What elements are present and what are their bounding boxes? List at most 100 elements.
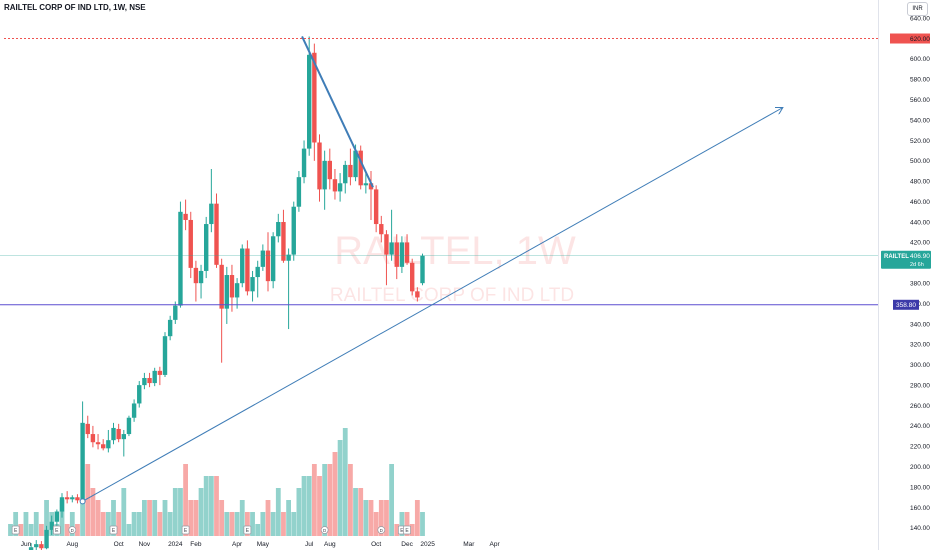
candle bbox=[317, 134, 322, 202]
candle bbox=[70, 495, 75, 503]
volume-bar bbox=[44, 500, 49, 536]
volume-bar bbox=[358, 488, 364, 536]
volume-bar bbox=[28, 524, 34, 536]
price-axis-bg bbox=[879, 0, 932, 550]
candle-body bbox=[173, 305, 178, 320]
volume-bar bbox=[301, 476, 307, 536]
y-tick-label: 580.00 bbox=[910, 77, 930, 84]
candle-body bbox=[214, 203, 219, 265]
candle bbox=[368, 171, 374, 220]
candle bbox=[219, 258, 224, 363]
volume-bar bbox=[327, 464, 333, 536]
volume-bar bbox=[399, 512, 405, 536]
volume-bar bbox=[322, 464, 328, 536]
candle bbox=[121, 429, 126, 457]
candle bbox=[137, 381, 142, 408]
y-tick-label: 460.00 bbox=[910, 199, 930, 206]
volume-bar bbox=[147, 500, 152, 536]
volume-bar bbox=[311, 464, 317, 536]
volume-bar bbox=[270, 512, 276, 536]
support-label: 358.80 bbox=[896, 302, 916, 309]
candle bbox=[147, 372, 152, 388]
last-price-symbol: RAILTEL bbox=[884, 254, 909, 260]
candle-body bbox=[188, 219, 193, 268]
volume-bar bbox=[317, 476, 322, 536]
candle-body bbox=[276, 222, 281, 237]
candle bbox=[265, 232, 271, 292]
volume-bars bbox=[8, 428, 425, 536]
y-tick-label: 500.00 bbox=[910, 158, 930, 165]
candle bbox=[337, 173, 343, 202]
y-tick-label: 420.00 bbox=[910, 240, 930, 247]
candle-body bbox=[198, 270, 204, 284]
volume-bar bbox=[286, 500, 291, 536]
candle-body bbox=[224, 275, 229, 309]
candle-body bbox=[157, 370, 163, 375]
chart-title: RAILTEL CORP OF IND LTD, 1W, NSE bbox=[4, 3, 146, 12]
candle bbox=[260, 244, 266, 271]
candle bbox=[379, 215, 384, 243]
volume-bar bbox=[291, 512, 297, 536]
volume-bar bbox=[13, 512, 19, 536]
volume-bar bbox=[384, 500, 389, 536]
volume-bar bbox=[260, 512, 266, 536]
candle bbox=[281, 209, 286, 263]
y-tick-label: 440.00 bbox=[910, 219, 930, 226]
volume-bar bbox=[183, 464, 188, 536]
x-tick-label: Oct bbox=[114, 541, 124, 548]
x-tick-label: Dec bbox=[401, 541, 413, 548]
candle bbox=[64, 491, 70, 504]
currency-button[interactable]: INR bbox=[907, 2, 928, 16]
candle bbox=[389, 209, 394, 261]
candle-body bbox=[80, 422, 85, 502]
y-tick-label: 520.00 bbox=[910, 138, 930, 145]
watermark: RAILTEL, 1W RAILTEL CORP OF IND LTD bbox=[330, 229, 576, 306]
candle bbox=[95, 434, 101, 450]
candle bbox=[322, 150, 327, 210]
volume-bar bbox=[420, 512, 425, 536]
volume-bar bbox=[152, 500, 158, 536]
candle-body bbox=[162, 336, 168, 375]
volume-bar bbox=[95, 500, 101, 536]
candle bbox=[250, 270, 255, 302]
candle-body bbox=[245, 248, 250, 292]
volume-bar bbox=[255, 524, 261, 536]
volume-bar bbox=[105, 512, 111, 536]
earnings-label: E bbox=[405, 528, 409, 534]
volume-bar bbox=[23, 512, 29, 536]
candle bbox=[142, 372, 147, 390]
candle-body bbox=[85, 423, 90, 435]
candle bbox=[28, 543, 34, 550]
x-tick-label: Jun bbox=[21, 541, 32, 548]
candle bbox=[85, 415, 90, 439]
candle bbox=[204, 216, 209, 279]
volume-bar bbox=[167, 512, 173, 536]
candle-body bbox=[399, 242, 405, 267]
volume-bar bbox=[100, 512, 106, 536]
y-tick-label: 380.00 bbox=[910, 280, 930, 287]
candle-body bbox=[183, 213, 188, 220]
dividend-icon bbox=[68, 526, 77, 534]
x-tick-label: 2025 bbox=[420, 541, 435, 548]
candle bbox=[162, 332, 168, 377]
x-axis: Jun Aug Oct Nov 2024 Feb Apr May Jul Aug Oct Dec 202… bbox=[21, 541, 501, 548]
candle bbox=[152, 367, 157, 387]
volume-bar bbox=[208, 476, 214, 536]
volume-bar bbox=[80, 500, 85, 536]
dividend-icon bbox=[377, 526, 386, 534]
volume-bar bbox=[69, 512, 75, 536]
volume-bar bbox=[414, 500, 420, 536]
y-axis: 140.00 160.00 180.00 200.00 220.00 240.00 260.… bbox=[910, 15, 930, 532]
candle-body bbox=[260, 250, 266, 267]
candle-body bbox=[121, 434, 126, 440]
candle-body bbox=[34, 544, 39, 548]
volume-bar bbox=[131, 512, 137, 536]
volume-bar bbox=[348, 464, 353, 536]
all-time-high-label bbox=[890, 33, 930, 44]
candle bbox=[131, 399, 137, 422]
candle bbox=[54, 509, 60, 526]
candle bbox=[415, 287, 420, 302]
volume-bar bbox=[214, 476, 219, 536]
volume-bar bbox=[121, 488, 127, 536]
